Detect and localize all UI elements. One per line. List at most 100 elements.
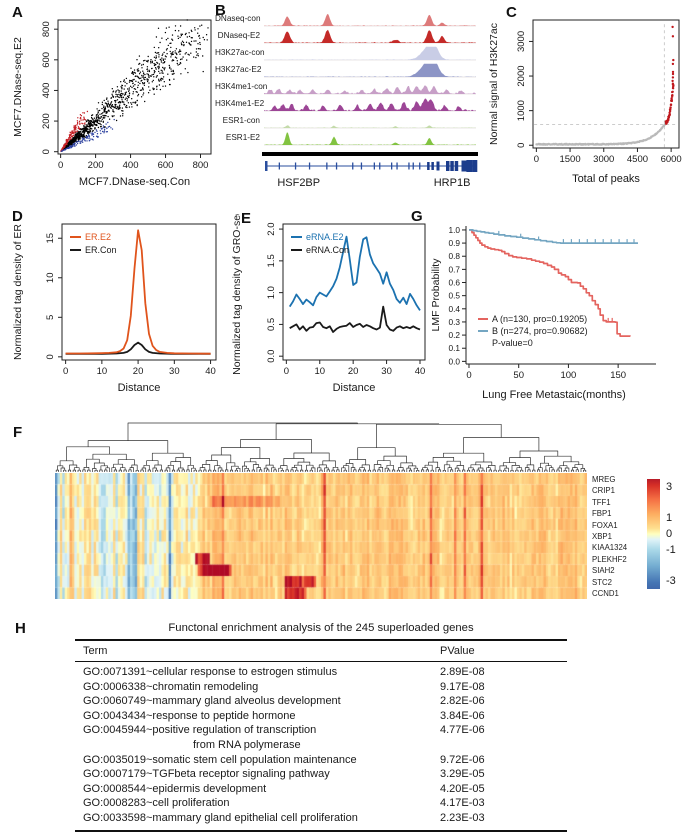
genome-browser-tracks: DNaseq-con DNaseq-E2 H3K27ac-con H3K27ac-E2…: [215, 10, 478, 146]
panel-label-f: F: [13, 424, 23, 441]
svg-text:0: 0: [284, 366, 289, 377]
svg-text:0: 0: [41, 149, 52, 154]
table-cell-pvalue: 2.23E-03: [440, 811, 485, 824]
svg-text:0: 0: [466, 370, 471, 381]
table-rule-header: [75, 661, 567, 662]
svg-text:10: 10: [314, 366, 325, 377]
panel-label-h: H: [15, 620, 26, 637]
svg-text:Total of peaks: Total of peaks: [572, 173, 640, 185]
track-row-h3k27ac-e2: H3K27ac-E2: [215, 61, 478, 78]
track-signal: [264, 125, 476, 129]
svg-text:0: 0: [516, 143, 527, 148]
svg-text:A (n=130, pro=0.19205): A (n=130, pro=0.19205): [492, 314, 587, 324]
table-header-pvalue: PValue: [440, 645, 475, 657]
table-header-term: Term: [83, 645, 108, 657]
table-row: GO:0033598~mammary gland epithelial cell…: [83, 811, 567, 826]
svg-text:40: 40: [415, 366, 426, 377]
scatter-dnase-correlation: 0 200 400 600 8000200400600800MCF7.DNase-seq…: [12, 19, 212, 188]
track-signal: [264, 63, 476, 78]
svg-text:800: 800: [193, 160, 209, 171]
scatter-superloaded-peaks: 0 1500 3000 4500 6000 0 1000 2000 3000 Total of p…: [488, 19, 682, 185]
table-row: GO:0007179~TGFbeta receptor signaling pa…: [83, 767, 567, 782]
svg-text:0: 0: [45, 354, 56, 359]
svg-text:0.5: 0.5: [448, 291, 460, 301]
heatmap-row-label: FOXA1: [592, 520, 618, 530]
table-cell-term: GO:0007179~TGFbeta receptor signaling pa…: [83, 768, 330, 781]
track-label: ESR1-con: [222, 116, 260, 125]
svg-text:600: 600: [41, 52, 52, 68]
track-label: H3K27ac-con: [215, 48, 265, 57]
table-cell-term: GO:0035019~somatic stem cell population …: [83, 753, 357, 766]
panel-label-a: A: [12, 4, 23, 21]
table-cell-term: GO:0008544~epidermis development: [83, 782, 267, 795]
track-row-dnaseq-e2: DNaseq-E2: [215, 27, 478, 44]
svg-text:0.3: 0.3: [448, 317, 460, 327]
svg-text:3000: 3000: [516, 31, 527, 52]
table-row: GO:0035019~somatic stem cell population …: [83, 753, 567, 768]
svg-text:200: 200: [41, 113, 52, 129]
panel-label-g: G: [411, 208, 423, 225]
track-signal: [264, 29, 476, 44]
heatmap-row-label: FBP1: [592, 509, 612, 519]
survival-curve: 0 50 100 150 0.0 0.1 0.2 0.3 0.4 0.5 0.6 0.7 0.8 0.9 1…: [430, 225, 656, 401]
table-cell-pvalue: 2.89E-08: [440, 666, 485, 678]
svg-text:4500: 4500: [627, 154, 648, 165]
svg-text:200: 200: [88, 160, 104, 171]
table-body: GO:0071391~cellular response to estrogen…: [75, 662, 567, 830]
table-row: GO:0008283~cell proliferation 4.17E-03: [83, 796, 567, 811]
svg-text:6000: 6000: [661, 154, 682, 165]
table-cell-term: GO:0043434~response to peptide hormone: [83, 709, 296, 722]
svg-text:3000: 3000: [593, 154, 614, 165]
table-row: GO:0071391~cellular response to estrogen…: [83, 665, 567, 680]
heatmap-row-label: STC2: [592, 577, 612, 587]
svg-text:10: 10: [97, 366, 108, 377]
track-label: DNaseq-E2: [217, 31, 260, 40]
svg-text:0: 0: [58, 160, 63, 171]
svg-text:eRNA.E2: eRNA.E2: [306, 232, 344, 242]
table-cell-pvalue: 4.20E-05: [440, 782, 485, 795]
svg-text:0.7: 0.7: [448, 264, 460, 274]
line-groseq-density: 0 10 20 30 40 0.0 0.5 1.0 1.5 2.0 Distance Normaliz…: [231, 214, 426, 394]
track-label: DNaseq-con: [215, 14, 261, 23]
colorbar-tick: 0: [666, 528, 673, 540]
heatmap-row-label: SIAH2: [592, 566, 615, 576]
svg-text:20: 20: [348, 366, 359, 377]
panel-label-d: D: [12, 208, 23, 225]
track-row-h3k4me1-e2: H3K4me1-E2: [215, 95, 478, 112]
svg-text:1.5: 1.5: [266, 254, 277, 267]
svg-text:2000: 2000: [516, 65, 527, 86]
svg-text:MCF7.DNase-seq.E2: MCF7.DNase-seq.E2: [12, 37, 24, 137]
svg-text:Normal signal of H3K27ac: Normal signal of H3K27ac: [488, 23, 500, 145]
table-cell-term: GO:0071391~cellular response to estrogen…: [83, 666, 338, 678]
svg-text:20: 20: [133, 366, 144, 377]
svg-text:600: 600: [158, 160, 174, 171]
heatmap-row-label: TFF1: [592, 497, 611, 507]
track-label: H3K4me1-E2: [215, 99, 265, 108]
svg-text:Normalized tag density of ER: Normalized tag density of ER: [12, 224, 24, 360]
table-cell-term: GO:0033598~mammary gland epithelial cell…: [83, 811, 358, 824]
track-row-h3k4me1-con: H3K4me1-con: [215, 78, 478, 95]
gene-model: HSF2BP HRP1B: [265, 160, 478, 189]
heatmap-row-label: KIAA1324: [592, 543, 628, 553]
svg-text:15: 15: [45, 233, 56, 244]
svg-text:1.0: 1.0: [448, 225, 460, 235]
table-row: GO:0060749~mammary gland alveolus develo…: [83, 694, 567, 709]
svg-text:0.0: 0.0: [448, 356, 460, 366]
svg-text:0.4: 0.4: [448, 304, 460, 314]
svg-text:Normalized tag density of GRO-: Normalized tag density of GRO-seq: [231, 214, 243, 375]
table-header-row: Term PValue: [75, 641, 567, 661]
track-signal: [264, 132, 476, 146]
table-rule-bottom: [75, 829, 567, 832]
track-row-h3k27ac-con: H3K27ac-con: [215, 44, 478, 61]
table-row-continuation: from RNA polymerase: [193, 738, 301, 751]
svg-text:Distance: Distance: [118, 382, 161, 394]
svg-text:ER.Con: ER.Con: [85, 245, 117, 255]
svg-text:0.5: 0.5: [266, 318, 277, 331]
heatmap-row-label: MREG: [592, 474, 616, 484]
svg-text:Distance: Distance: [333, 382, 376, 394]
svg-text:150: 150: [610, 370, 626, 381]
table-cell-pvalue: 9.17E-08: [440, 680, 485, 693]
svg-text:HRP1B: HRP1B: [434, 177, 471, 189]
svg-text:P-value=0: P-value=0: [492, 338, 533, 348]
svg-text:eRNA.Con: eRNA.Con: [306, 245, 349, 255]
